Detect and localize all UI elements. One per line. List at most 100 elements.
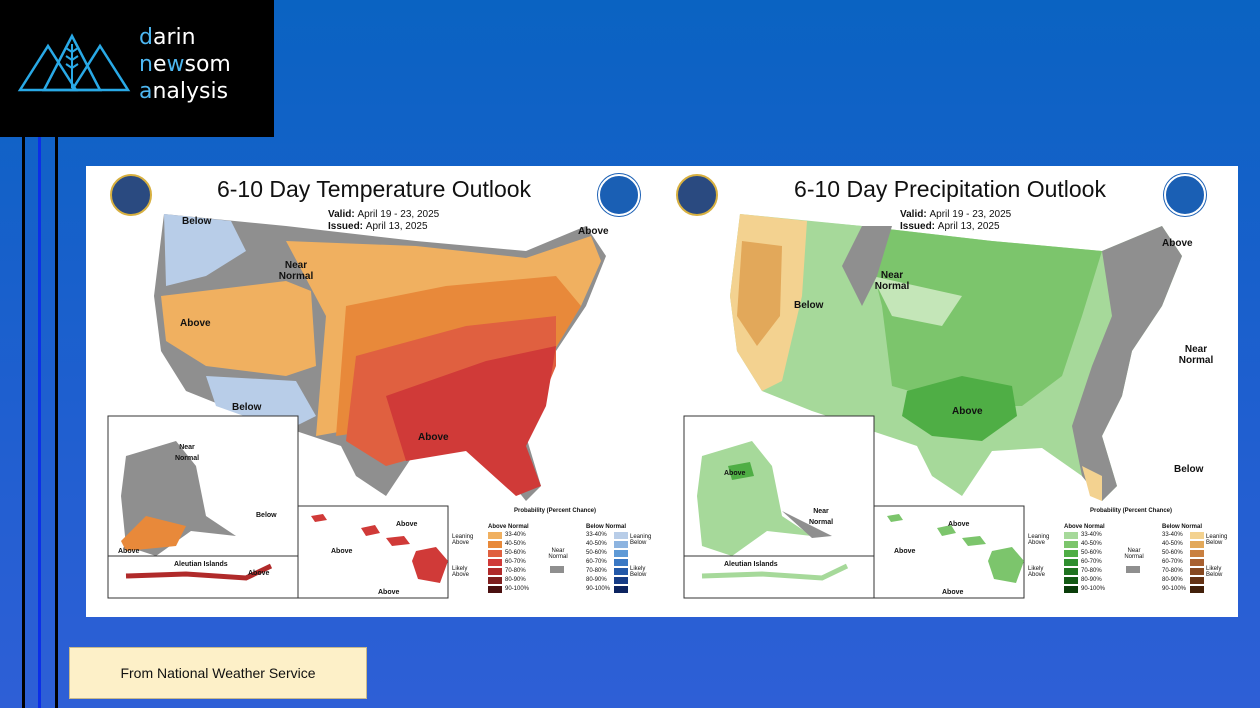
map-label: Near Normal xyxy=(874,270,910,292)
map-label: Near Normal xyxy=(174,444,200,462)
temperature-outlook-map: 6-10 Day Temperature Outlook Valid: Apri… xyxy=(86,166,662,617)
map-label: Above xyxy=(942,589,964,596)
map-label: Above xyxy=(331,548,353,555)
legend-swatch-above xyxy=(488,586,502,593)
legend-near-swatch xyxy=(550,566,564,573)
legend-leaning-above: Leaning Above xyxy=(1028,534,1050,546)
map-label: Near Normal xyxy=(278,260,314,282)
legend-row: 70-80% 70-80% xyxy=(1064,568,1204,576)
map-label: Aleutian Islands xyxy=(724,561,778,568)
map-label: Above xyxy=(248,570,270,577)
logo-wordmark: darin newsom analysis xyxy=(139,25,231,104)
legend-swatch-below xyxy=(614,550,628,557)
precipitation-legend: Probability (Percent Chance) Above Norma… xyxy=(1028,506,1234,598)
legend-row: 70-80% 70-80% xyxy=(488,568,628,576)
temperature-dates: Valid: April 19 - 23, 2025 Issued: April… xyxy=(328,209,440,232)
map-label: Below xyxy=(794,300,824,311)
legend-above-header: Above Normal xyxy=(1064,524,1105,530)
legend-below-header: Below Normal xyxy=(1162,524,1203,530)
legend-likely-above: Likely Above xyxy=(1028,566,1046,578)
legend-above-header: Above Normal xyxy=(488,524,529,530)
legend-likely-below: Likely Below xyxy=(630,566,647,578)
legend-row: 33-40% 33-40% xyxy=(1064,532,1204,540)
decor-line xyxy=(55,137,58,708)
map-label: Above xyxy=(578,226,609,237)
map-label: Above xyxy=(952,406,983,417)
temperature-map-graphic xyxy=(107,214,606,599)
legend-swatch-above xyxy=(488,577,502,584)
legend-near-normal: Near Normal xyxy=(1124,548,1144,560)
legend-range-below: 70-80% xyxy=(586,568,607,574)
legend-swatch-below xyxy=(614,568,628,575)
legend-swatch-above xyxy=(1064,532,1078,539)
legend-range-below: 60-70% xyxy=(1162,559,1183,565)
legend-range-above: 40-50% xyxy=(1081,541,1102,547)
precipitation-title: 6-10 Day Precipitation Outlook xyxy=(794,176,1106,202)
legend-swatch-below xyxy=(614,532,628,539)
legend-swatch-below xyxy=(1190,586,1204,593)
legend-swatch-below xyxy=(614,586,628,593)
legend-swatch-above xyxy=(1064,577,1078,584)
legend-range-above: 60-70% xyxy=(1081,559,1102,565)
legend-swatch-below xyxy=(1190,550,1204,557)
legend-swatch-below xyxy=(1190,577,1204,584)
legend-title: Probability (Percent Chance) xyxy=(1089,508,1173,514)
legend-range-above: 70-80% xyxy=(1081,568,1102,574)
legend-range-above: 50-60% xyxy=(1081,550,1102,556)
legend-swatch-below xyxy=(614,577,628,584)
legend-swatch-above xyxy=(488,568,502,575)
map-label: Above xyxy=(894,548,916,555)
map-label: Above xyxy=(948,521,970,528)
map-label: Below xyxy=(256,512,277,519)
legend-swatch-below xyxy=(1190,568,1204,575)
legend-range-below: 50-60% xyxy=(586,550,607,556)
temperature-title: 6-10 Day Temperature Outlook xyxy=(216,176,532,202)
legend-range-above: 60-70% xyxy=(505,559,526,565)
legend-swatch-above xyxy=(1064,541,1078,548)
legend-range-below: 80-90% xyxy=(1162,577,1183,583)
map-label: Above xyxy=(418,432,449,443)
legend-swatch-below xyxy=(614,541,628,548)
map-label: Near Normal xyxy=(1178,344,1214,366)
legend-row: 80-90% 80-90% xyxy=(488,577,628,585)
legend-swatch-above xyxy=(1064,550,1078,557)
source-caption: From National Weather Service xyxy=(69,647,367,699)
map-label: Above xyxy=(180,318,211,329)
precipitation-dates: Valid: April 19 - 23, 2025 Issued: April… xyxy=(900,209,1012,232)
legend-range-below: 40-50% xyxy=(586,541,607,547)
legend-below-header: Below Normal xyxy=(586,524,627,530)
legend-range-above: 40-50% xyxy=(505,541,526,547)
outlook-image: 6-10 Day Temperature Outlook Valid: Apri… xyxy=(86,166,1238,617)
legend-swatch-below xyxy=(614,559,628,566)
legend-row: 50-60% 50-60% xyxy=(1064,550,1204,558)
legend-range-below: 33-40% xyxy=(1162,532,1183,538)
legend-range-above: 90-100% xyxy=(505,586,530,592)
legend-swatch-above xyxy=(488,550,502,557)
noaa-logo-icon xyxy=(1164,174,1206,216)
mountain-logo-icon xyxy=(17,33,131,92)
legend-row: 90-100% 90-100% xyxy=(488,586,628,594)
legend-row: 90-100% 90-100% xyxy=(1064,586,1204,594)
legend-row: 60-70% 60-70% xyxy=(488,559,628,567)
logo: darin newsom analysis xyxy=(0,0,274,137)
legend-row: 33-40% 33-40% xyxy=(488,532,628,540)
map-label: Aleutian Islands xyxy=(174,561,228,568)
doc-seal-icon xyxy=(676,174,718,216)
legend-swatch-above xyxy=(488,532,502,539)
map-label: Below xyxy=(182,216,212,227)
legend-range-above: 33-40% xyxy=(505,532,526,538)
legend-swatch-above xyxy=(1064,586,1078,593)
legend-row: 40-50% 40-50% xyxy=(1064,541,1204,549)
legend-range-below: 33-40% xyxy=(586,532,607,538)
map-label: Above xyxy=(118,548,140,555)
legend-leaning-below: Leaning Below xyxy=(1206,534,1228,546)
legend-range-above: 50-60% xyxy=(505,550,526,556)
noaa-logo-icon xyxy=(598,174,640,216)
legend-swatch-below xyxy=(1190,559,1204,566)
precipitation-map-graphic xyxy=(683,214,1182,599)
legend-swatch-above xyxy=(488,559,502,566)
precipitation-outlook-map: 6-10 Day Precipitation Outlook Valid: Ap… xyxy=(662,166,1238,617)
legend-row: 40-50% 40-50% xyxy=(488,541,628,549)
decor-line xyxy=(38,137,41,708)
legend-range-below: 70-80% xyxy=(1162,568,1183,574)
